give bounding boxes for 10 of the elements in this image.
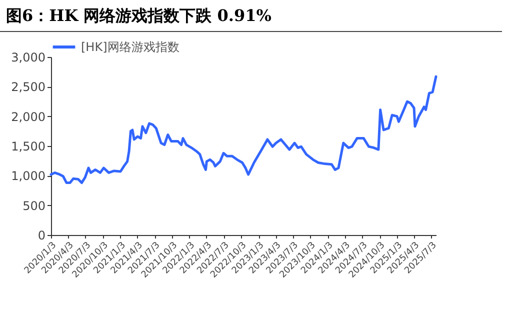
y-tick-label: 0 [38,228,46,242]
y-tick-label: 2,500 [11,80,46,94]
y-tick-label: 2,000 [11,110,46,124]
chart-title: 图6：HK 网络游戏指数下跌 0.91% [0,0,502,32]
legend-label: [HK]网络游戏指数 [81,40,180,54]
y-tick-label: 3,000 [11,50,46,64]
line-series [50,75,438,184]
y-tick-label: 1,500 [11,140,46,154]
y-tick-label: 500 [22,198,46,213]
y-tick-label: 1,000 [11,169,46,184]
